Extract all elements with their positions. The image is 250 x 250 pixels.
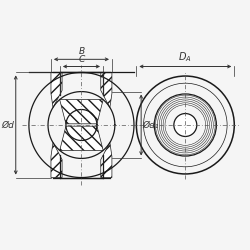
Polygon shape <box>60 100 103 124</box>
Circle shape <box>174 114 197 136</box>
Text: C: C <box>78 55 84 64</box>
Text: Ød: Ød <box>2 120 15 130</box>
Text: Ød₁: Ød₁ <box>142 120 159 130</box>
Polygon shape <box>51 72 62 108</box>
Polygon shape <box>51 142 62 178</box>
Polygon shape <box>101 142 112 178</box>
Polygon shape <box>101 72 112 108</box>
Text: B: B <box>78 48 84 56</box>
Polygon shape <box>60 126 103 150</box>
Text: $D_A$: $D_A$ <box>178 50 192 64</box>
